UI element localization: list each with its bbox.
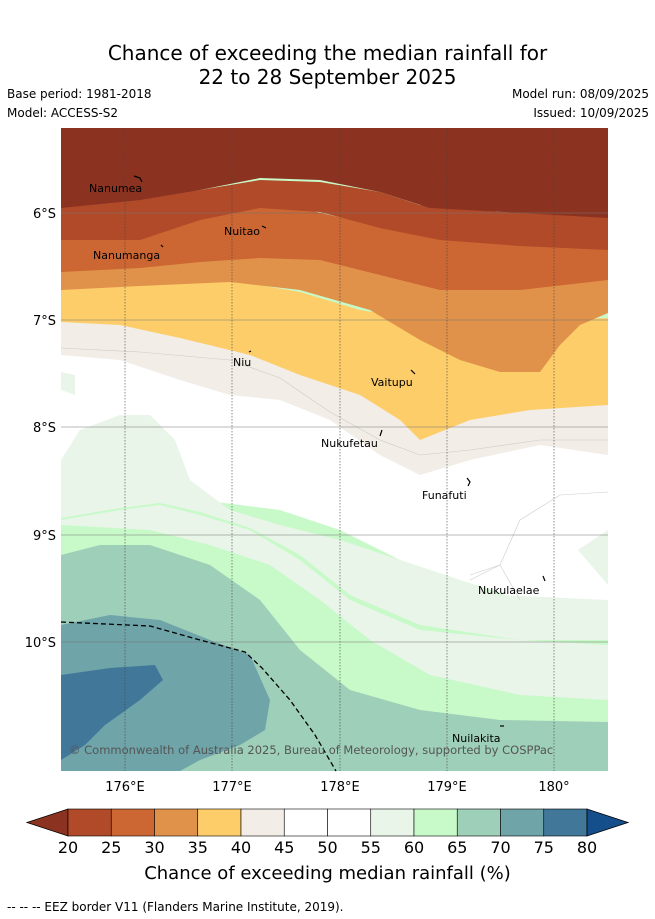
eez-footnote: -- -- -- EEZ border V11 (Flanders Marine… bbox=[7, 900, 344, 914]
lat-label-10s: 10°S bbox=[25, 636, 56, 651]
colorbar-segment bbox=[197, 808, 242, 837]
lon-label-176e: 176°E bbox=[105, 780, 145, 795]
map-title-line1: Chance of exceeding the median rainfall … bbox=[107, 41, 548, 65]
copyright-text: © Commonwealth of Australia 2025, Bureau… bbox=[69, 743, 553, 757]
colorbar-max-arrow bbox=[586, 808, 630, 837]
lon-label-178e: 178°E bbox=[320, 780, 360, 795]
colorbar-tick-label: 25 bbox=[101, 838, 122, 857]
place-label-vaitupu: Vaitupu bbox=[371, 376, 413, 389]
map-title-line2: 22 to 28 September 2025 bbox=[198, 65, 457, 89]
model-run: Model run: 08/09/2025 bbox=[511, 87, 649, 101]
colorbar-tick-label: 55 bbox=[360, 838, 381, 857]
place-label-funafuti: Funafuti bbox=[422, 489, 467, 502]
colorbar-tick-label: 30 bbox=[144, 838, 165, 857]
colorbar-min-arrow bbox=[25, 808, 69, 837]
latitude-lines bbox=[61, 212, 608, 643]
colorbar-tick-label: 20 bbox=[57, 838, 79, 857]
colorbar-tick-label: 75 bbox=[533, 838, 554, 857]
lat-label-6s: 6°S bbox=[33, 207, 56, 222]
place-label-nuitao: Nuitao bbox=[224, 225, 260, 238]
colorbar-tick-label: 65 bbox=[447, 838, 468, 857]
colorbar-segment bbox=[500, 808, 545, 837]
lon-label-177e: 177°E bbox=[212, 780, 252, 795]
colorbar-tick-label: 45 bbox=[274, 838, 295, 857]
colorbar-tick-label: 35 bbox=[187, 838, 208, 857]
colorbar-segment bbox=[413, 808, 458, 837]
colorbar-segment bbox=[110, 808, 155, 837]
colorbar-segment bbox=[240, 808, 285, 837]
lon-label-179e: 179°E bbox=[427, 780, 467, 795]
colorbar-tick-label: 40 bbox=[230, 838, 252, 857]
lat-label-9s: 9°S bbox=[33, 529, 56, 544]
place-label-nanumanga: Nanumanga bbox=[93, 249, 160, 262]
map-gridlines bbox=[124, 128, 555, 771]
model-name: Model: ACCESS-S2 bbox=[7, 106, 119, 120]
colorbar-label: Chance of exceeding median rainfall (%) bbox=[144, 863, 511, 884]
place-label-nukufetau: Nukufetau bbox=[321, 437, 378, 450]
colorbar-tick-label: 70 bbox=[490, 838, 511, 857]
colorbar-tick-label: 50 bbox=[317, 838, 338, 857]
base-period: Base period: 1981-2018 bbox=[7, 87, 152, 101]
issued-date: Issued: 10/09/2025 bbox=[533, 106, 649, 120]
place-label-nuilakita: Nuilakita bbox=[452, 732, 501, 745]
colorbar-segment bbox=[456, 808, 501, 837]
eez-border-line bbox=[60, 621, 337, 772]
colorbar-tick-label: 60 bbox=[403, 838, 425, 857]
lat-label-8s: 8°S bbox=[33, 421, 56, 436]
colorbar-segment bbox=[67, 808, 112, 837]
colorbar-segment bbox=[327, 808, 372, 837]
lat-label-7s: 7°S bbox=[33, 314, 56, 329]
colorbar-segment bbox=[154, 808, 199, 837]
colorbar-segment bbox=[370, 808, 415, 837]
place-label-nanumea: Nanumea bbox=[89, 182, 142, 195]
island-shapes bbox=[133, 175, 546, 727]
colorbar bbox=[25, 808, 630, 837]
place-label-nukulaelae: Nukulaelae bbox=[478, 584, 540, 597]
colorbar-segment bbox=[283, 808, 328, 837]
colorbar-segment bbox=[543, 808, 588, 837]
colorbar-tick-label: 80 bbox=[576, 838, 598, 857]
place-label-niu: Niu bbox=[233, 356, 251, 369]
lon-label-180: 180° bbox=[538, 780, 569, 795]
